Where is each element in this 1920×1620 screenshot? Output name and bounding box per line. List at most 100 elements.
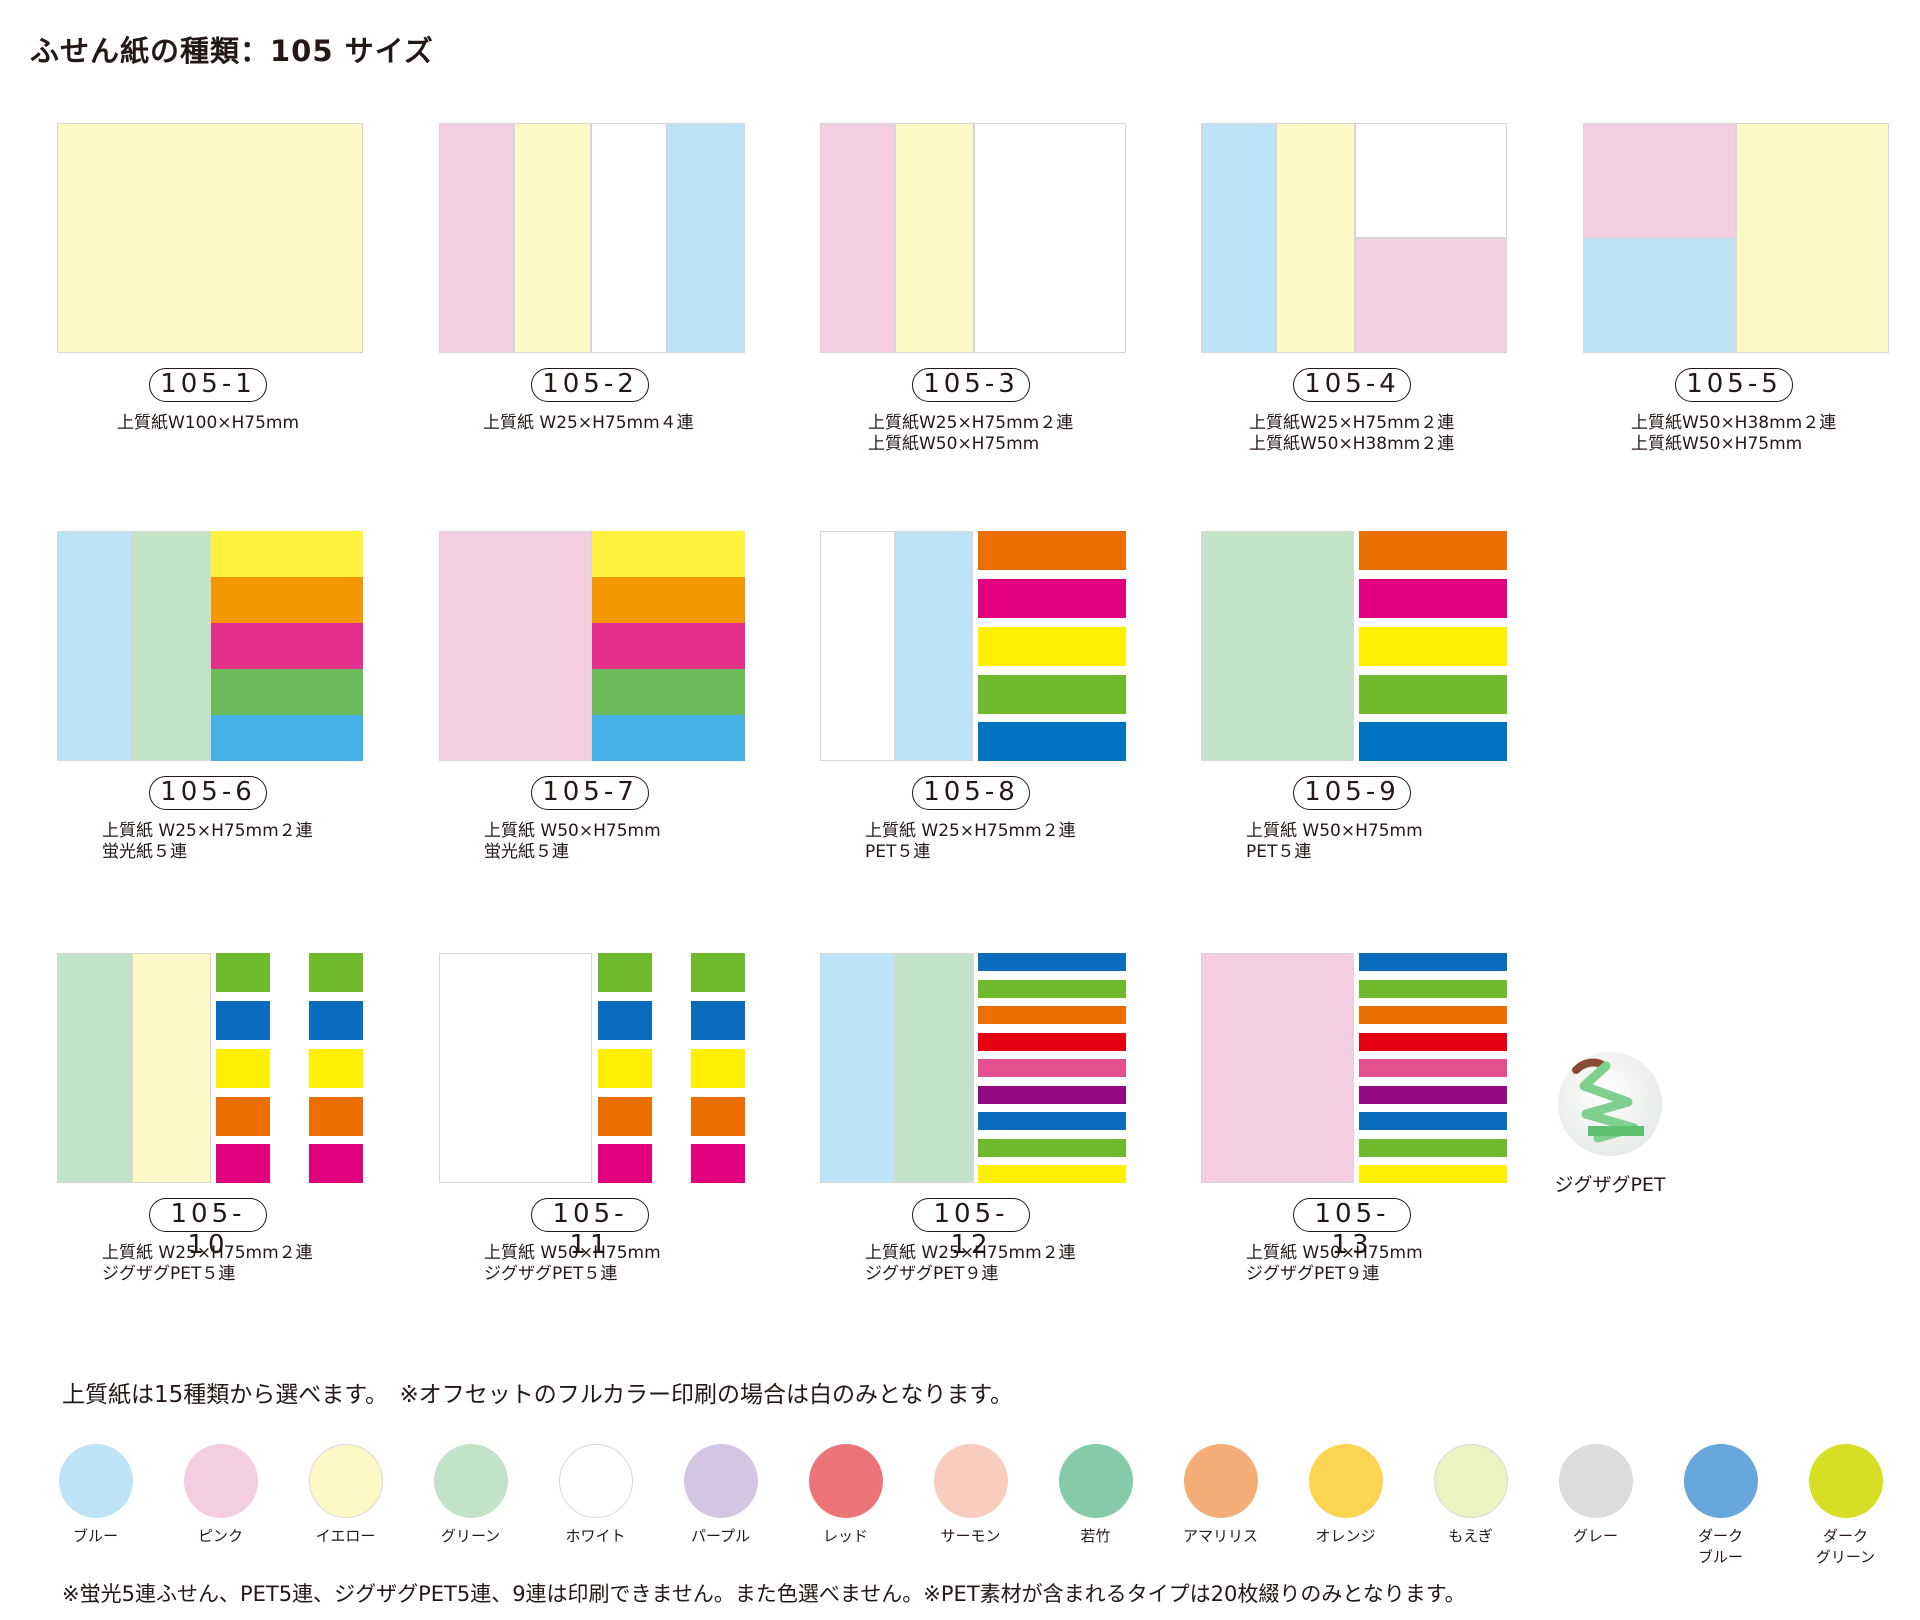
film-strip (1359, 1006, 1507, 1024)
color-name: オレンジ (1315, 1527, 1376, 1545)
film-strip (1359, 675, 1507, 714)
product-spec: 上質紙 W25×H75mm２連 ジグザグPET９連 (865, 1243, 1171, 1285)
color-name: レッド (822, 1527, 868, 1545)
color-name: ブルー (72, 1527, 118, 1545)
spec-line: ジグザグPET５連 (484, 1264, 618, 1284)
paper-sheet (895, 123, 974, 353)
color-dot (559, 1444, 633, 1518)
film-strip (309, 1097, 363, 1136)
product-code-badge: 105-1 (149, 368, 267, 402)
paper-sheet (57, 953, 132, 1183)
spec-line: 上質紙W50×H38mm２連 (1249, 434, 1455, 454)
paper-sheet (974, 123, 1126, 353)
color-name: ホワイト (565, 1527, 626, 1545)
film-strip (592, 669, 745, 715)
product-code-badge: 105-2 (531, 368, 649, 402)
sticky-note-type-105-10: 105-10 上質紙 W25×H75mm２連 ジグザグPET５連 (57, 953, 363, 1284)
sticky-pad-illustration (1583, 123, 1889, 353)
film-strip (1359, 531, 1507, 570)
product-spec: 上質紙 W25×H75mm２連 ジグザグPET５連 (102, 1243, 408, 1285)
film-strip (1359, 722, 1507, 761)
film-strip (1359, 953, 1507, 971)
film-strip (978, 1139, 1126, 1157)
spec-line: 上質紙 W50×H75mm (1246, 1243, 1423, 1263)
spec-line: ジグザグPET５連 (102, 1264, 236, 1284)
color-dot (1684, 1444, 1758, 1518)
film-strip (691, 953, 745, 992)
film-strip (978, 579, 1126, 618)
product-code-badge: 105-9 (1293, 776, 1411, 810)
color-dot (684, 1444, 758, 1518)
sticky-note-type-105-3: 105-3 上質紙W25×H75mm２連 上質紙W50×H75mm (820, 123, 1126, 454)
film-strip (592, 623, 745, 669)
color-name: グリーン (440, 1527, 501, 1545)
film-strip (309, 1144, 363, 1183)
sticky-note-type-105-7: 105-7 上質紙 W50×H75mm 蛍光紙５連 (439, 531, 745, 862)
color-dot (1559, 1444, 1633, 1518)
color-dot (1059, 1444, 1133, 1518)
sticky-pad-illustration (1201, 953, 1507, 1183)
paper-sheet (895, 531, 973, 761)
paper-sheet (57, 123, 363, 353)
product-code-badge: 105-13 (1293, 1198, 1411, 1260)
spec-line: 上質紙 W50×H75mm (1246, 821, 1423, 841)
sticky-note-type-105-13: 105-13 上質紙 W50×H75mm ジグザグPET９連 (1201, 953, 1507, 1284)
color-name: アマリリス (1182, 1527, 1258, 1545)
film-strip (978, 1006, 1126, 1024)
zigzag-pet-caption: ジグザグPET (1554, 1174, 1666, 1196)
film-strip (978, 1112, 1126, 1130)
spec-line: 上質紙W50×H38mm２連 (1631, 413, 1837, 433)
color-name: 若竹 (1080, 1527, 1111, 1545)
spec-line: PET５連 (1246, 842, 1312, 862)
paper-sheet (132, 953, 211, 1183)
film-strip (1359, 627, 1507, 666)
paper-sheet (514, 123, 591, 353)
spec-line: 上質紙 W25×H75mm２連 (865, 821, 1076, 841)
sticky-pad-illustration (820, 953, 1126, 1183)
paper-sheet (1276, 123, 1355, 353)
paper-sheet (1736, 123, 1889, 353)
product-spec: 上質紙 W50×H75mm ジグザグPET９連 (1246, 1243, 1552, 1285)
sticky-note-type-105-5: 105-5 上質紙W50×H38mm２連 上質紙W50×H75mm (1583, 123, 1889, 454)
product-code-badge: 105-8 (912, 776, 1030, 810)
color-name: サーモン (940, 1527, 1001, 1545)
sticky-pad-illustration (1201, 123, 1507, 353)
film-strip (1359, 1059, 1507, 1077)
paper-sheet (1355, 123, 1507, 238)
product-code-badge: 105-7 (531, 776, 649, 810)
sticky-note-type-105-8: 105-8 上質紙 W25×H75mm２連 PET５連 (820, 531, 1126, 862)
film-strip (598, 1097, 652, 1136)
spec-line: 上質紙W100×H75mm (117, 413, 300, 433)
spec-line: 上質紙W50×H75mm (868, 434, 1040, 454)
paper-sheet (439, 953, 592, 1183)
paper-sheet (57, 531, 132, 761)
film-strip (592, 577, 745, 623)
color-name: パープル (690, 1527, 751, 1545)
film-strip (1359, 1112, 1507, 1130)
spec-line: 上質紙W25×H75mm２連 (868, 413, 1074, 433)
film-strip (211, 623, 363, 669)
color-dot (1184, 1444, 1258, 1518)
sticky-pad-illustration (57, 531, 363, 761)
color-dot (434, 1444, 508, 1518)
film-strip (1359, 1139, 1507, 1157)
paper-sheet (820, 953, 895, 1183)
color-name: グレー (1572, 1527, 1618, 1545)
film-strip (216, 1144, 270, 1183)
page-title: ふせん紙の種類：105 サイズ (30, 34, 434, 68)
sticky-pad-illustration (1201, 531, 1507, 761)
film-strip (691, 1144, 745, 1183)
sticky-pad-illustration (439, 123, 745, 353)
product-spec: 上質紙 W50×H75mm PET５連 (1246, 821, 1552, 863)
film-strip (592, 531, 745, 577)
sticky-note-type-105-1: 105-1 上質紙W100×H75mm (57, 123, 363, 433)
product-spec: 上質紙 W50×H75mm ジグザグPET５連 (484, 1243, 790, 1285)
color-name: もえぎ (1448, 1527, 1493, 1545)
spec-line: 上質紙 W25×H75mm４連 (483, 413, 694, 433)
printing-restriction-note: ※蛍光5連ふせん、PET5連、ジグザグPET5連、9連は印刷できません。また色選… (62, 1582, 1466, 1606)
film-strip (691, 1049, 745, 1088)
film-strip (598, 1144, 652, 1183)
spec-line: 上質紙W25×H75mm２連 (1249, 413, 1455, 433)
film-strip (1359, 1165, 1507, 1183)
spec-line: PET５連 (865, 842, 931, 862)
